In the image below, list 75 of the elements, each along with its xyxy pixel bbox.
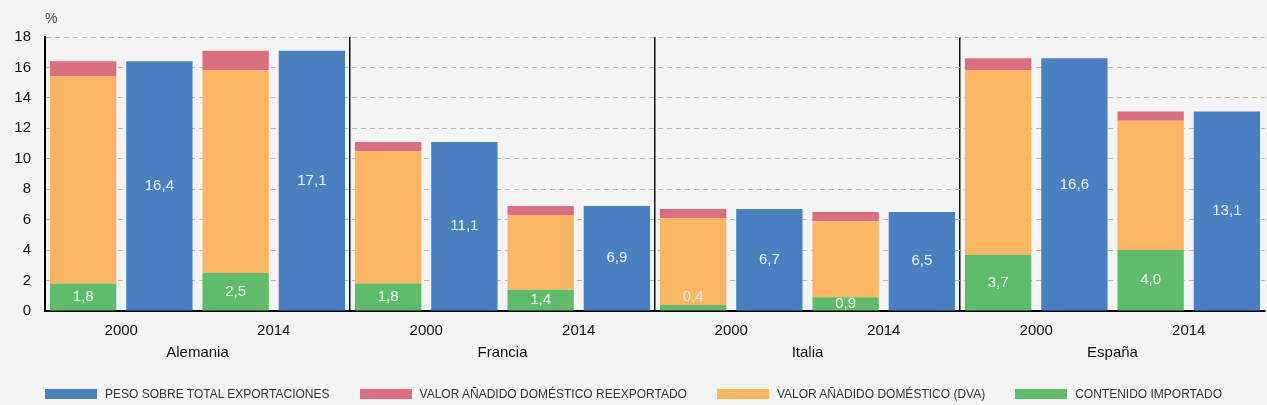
bar (659, 209, 727, 219)
data-label: 16,4 (144, 176, 174, 194)
y-tick-label: 4 (22, 240, 31, 258)
bar (507, 215, 574, 290)
data-label: 1,4 (530, 290, 552, 308)
x-tick-label: 2000 (104, 321, 138, 339)
text: Alemania (166, 343, 230, 361)
y-tick-label: 8 (22, 179, 31, 197)
data-label: 3,7 (987, 272, 1009, 290)
bar (49, 61, 117, 77)
x-tick-label: 2014 (562, 321, 596, 339)
legend-label: VALOR AÑADIDO DOMÉSTICO (DVA) (776, 387, 986, 401)
bar (49, 76, 117, 284)
data-label: 13,1 (1212, 201, 1242, 219)
y-tick-label: 18 (14, 27, 31, 45)
y-tick-label: 2 (22, 270, 31, 288)
data-label: 6,7 (758, 249, 780, 267)
data-label: 4,0 (1140, 270, 1162, 288)
bar (888, 212, 956, 311)
y-tick-label: 14 (14, 88, 31, 106)
data-label: 1,8 (72, 287, 94, 305)
bar (1117, 111, 1184, 121)
text: Italia (791, 343, 824, 361)
x-tick-label: 2014 (867, 321, 901, 339)
y-tick-label: 10 (14, 148, 31, 166)
data-label: 6,9 (606, 248, 628, 266)
bar (278, 50, 346, 311)
bar (431, 142, 498, 311)
bar (126, 61, 193, 311)
x-tick-label: 2014 (1172, 321, 1206, 339)
bar (964, 58, 1032, 71)
data-label: 16,6 (1059, 174, 1089, 192)
x-tick-label: 2000 (409, 321, 443, 339)
x-tick-label: 2000 (1019, 321, 1053, 339)
bar (49, 283, 117, 311)
bar (812, 221, 879, 298)
bar (202, 50, 269, 71)
data-label: 0,4 (682, 287, 704, 305)
data-label: 17,1 (297, 170, 327, 188)
bar (354, 283, 422, 311)
legend-label: CONTENIDO IMPORTADO (1075, 387, 1223, 401)
data-label: 6,5 (911, 251, 933, 269)
bar (1193, 111, 1261, 311)
y-tick-label: 16 (14, 57, 31, 75)
legend-label: PESO SOBRE TOTAL EXPORTACIONES (105, 387, 330, 401)
bar (736, 209, 803, 311)
bar (812, 297, 879, 311)
y-tick-label: 6 (22, 209, 31, 227)
bar (812, 212, 879, 222)
data-label: 0,9 (835, 294, 857, 312)
bar (964, 254, 1032, 311)
data-label: 2,5 (225, 281, 247, 299)
legend-label: VALOR AÑADIDO DOMÉSTICO REEXPORTADO (419, 387, 687, 401)
bar (1041, 58, 1108, 311)
x-tick-label: 2000 (714, 321, 748, 339)
bar (659, 218, 727, 305)
bar (202, 70, 269, 273)
bar (964, 70, 1032, 255)
bar (583, 205, 651, 311)
data-label: 1,8 (377, 287, 399, 305)
bar (354, 151, 422, 284)
bar (202, 272, 269, 311)
bar (1117, 250, 1184, 311)
bar (507, 205, 574, 216)
bar (1117, 120, 1184, 251)
y-tick-label: 12 (14, 118, 31, 136)
text: Francia (477, 343, 529, 361)
x-tick-label: 2014 (257, 321, 291, 339)
bar (507, 289, 574, 311)
y-tick-label: 0 (22, 301, 31, 319)
text: España (1087, 343, 1139, 361)
data-label: 11,1 (450, 216, 479, 234)
y-axis-title: % (45, 10, 58, 26)
bar (659, 304, 727, 311)
bar (354, 142, 422, 152)
